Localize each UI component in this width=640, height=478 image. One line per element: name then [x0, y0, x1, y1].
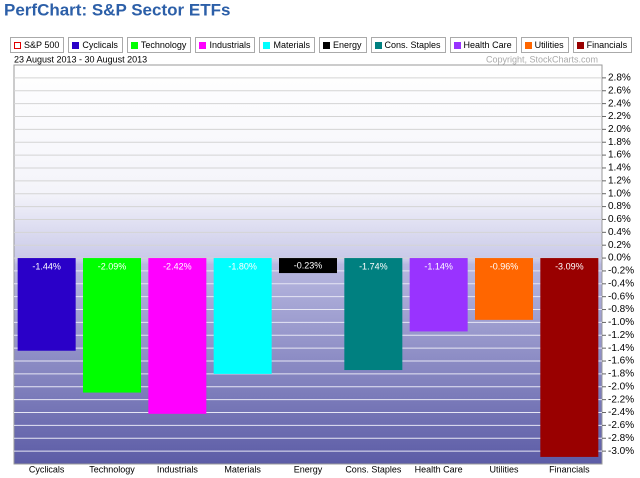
- bar: [17, 258, 76, 351]
- legend-swatch: [374, 41, 382, 49]
- y-tick-label: -2.2%: [608, 394, 634, 405]
- value-label: -1.80%: [228, 261, 257, 271]
- value-label: -1.44%: [32, 261, 61, 271]
- legend-label: Utilities: [534, 40, 564, 50]
- x-tick-label: Energy: [294, 464, 323, 474]
- legend-item[interactable]: Cyclicals: [68, 37, 123, 53]
- y-tick-label: -0.8%: [608, 304, 634, 315]
- y-tick-label: 0.0%: [608, 253, 631, 264]
- value-label: -1.74%: [359, 261, 388, 271]
- x-tick-label: Cyclicals: [29, 464, 65, 474]
- y-tick-label: -2.6%: [608, 420, 634, 431]
- legend-item[interactable]: Energy: [318, 37, 367, 53]
- y-tick-label: -2.4%: [608, 407, 634, 418]
- y-tick-label: 0.6%: [608, 214, 631, 225]
- legend-swatch: [453, 41, 461, 49]
- bar: [475, 258, 533, 320]
- chart-title: PerfChart: S&P Sector ETFs: [4, 0, 230, 19]
- y-tick-label: -0.6%: [608, 291, 634, 302]
- y-tick-label: -1.4%: [608, 343, 634, 354]
- legend-swatch: [322, 41, 330, 49]
- y-tick-label: -1.8%: [608, 369, 634, 380]
- x-tick-label: Utilities: [489, 464, 519, 474]
- legend-label: Industrials: [209, 40, 251, 50]
- legend-item[interactable]: Health Care: [449, 37, 517, 53]
- y-tick-label: -2.8%: [608, 433, 634, 444]
- bar: [83, 258, 141, 393]
- y-tick-label: 0.4%: [608, 227, 631, 238]
- subtitle: 23 August 2013 - 30 August 2013: [14, 54, 147, 64]
- y-tick-label: -0.2%: [608, 266, 634, 277]
- legend-item[interactable]: Utilities: [520, 37, 569, 53]
- legend-label: Materials: [273, 40, 310, 50]
- y-tick-label: -1.6%: [608, 356, 634, 367]
- legend-swatch: [14, 41, 21, 49]
- copyright: Copyright, StockCharts.com: [486, 54, 598, 64]
- y-tick-label: 1.0%: [608, 188, 631, 199]
- y-tick-label: 1.6%: [608, 150, 631, 161]
- legend-label: Energy: [332, 40, 362, 50]
- y-tick-label: 2.6%: [608, 85, 631, 96]
- y-tick-label: 2.4%: [608, 98, 631, 109]
- y-tick-label: 2.2%: [608, 111, 631, 122]
- y-tick-label: -0.4%: [608, 278, 634, 289]
- legend-label: Health Care: [463, 40, 512, 50]
- legend-swatch: [199, 41, 207, 49]
- legend-label: Cyclicals: [82, 40, 118, 50]
- value-label: -1.14%: [424, 261, 453, 271]
- legend-swatch: [263, 41, 271, 49]
- value-label: -0.96%: [490, 261, 519, 271]
- legend-swatch: [524, 41, 532, 49]
- legend-swatch: [576, 41, 584, 49]
- legend-item[interactable]: Technology: [126, 37, 192, 53]
- legend-item[interactable]: S&P 500: [10, 37, 65, 53]
- y-tick-label: 1.2%: [608, 175, 631, 186]
- bar: [540, 258, 599, 457]
- legend: S&P 500 Cyclicals Technology Industrials Mat…: [10, 37, 633, 53]
- x-tick-label: Industrials: [157, 464, 199, 474]
- bar: [213, 258, 272, 374]
- y-tick-label: -3.0%: [608, 446, 634, 457]
- x-tick-label: Materials: [224, 464, 261, 474]
- y-tick-label: 2.8%: [608, 73, 631, 84]
- legend-label: Cons. Staples: [384, 40, 441, 50]
- y-tick-label: 2.0%: [608, 124, 631, 135]
- y-tick-label: -1.0%: [608, 317, 634, 328]
- value-label: -2.42%: [163, 261, 192, 271]
- legend-label: Financials: [586, 40, 628, 50]
- legend-item[interactable]: Industrials: [195, 37, 256, 53]
- value-label: -3.09%: [555, 261, 584, 271]
- legend-item[interactable]: Cons. Staples: [370, 37, 446, 53]
- x-tick-label: Health Care: [415, 464, 463, 474]
- bar: [344, 258, 403, 371]
- bar: [148, 258, 207, 414]
- legend-swatch: [130, 41, 138, 49]
- bar: [409, 258, 468, 332]
- y-tick-label: 1.4%: [608, 163, 631, 174]
- y-tick-label: 0.8%: [608, 201, 631, 212]
- x-tick-label: Technology: [89, 464, 135, 474]
- legend-label: S&P 500: [24, 40, 60, 50]
- y-tick-label: -2.0%: [608, 381, 634, 392]
- x-tick-label: Cons. Staples: [345, 464, 402, 474]
- legend-item[interactable]: Financials: [572, 37, 633, 53]
- value-label-bg: [279, 259, 337, 274]
- y-tick-label: 1.8%: [608, 137, 631, 148]
- y-tick-label: -1.2%: [608, 330, 634, 341]
- y-tick-label: 0.2%: [608, 240, 631, 251]
- legend-swatch: [72, 41, 80, 49]
- legend-item[interactable]: Materials: [259, 37, 315, 53]
- value-label: -2.09%: [98, 261, 127, 271]
- legend-label: Technology: [140, 40, 187, 50]
- x-tick-label: Financials: [549, 464, 590, 474]
- value-label: -0.23%: [294, 260, 323, 270]
